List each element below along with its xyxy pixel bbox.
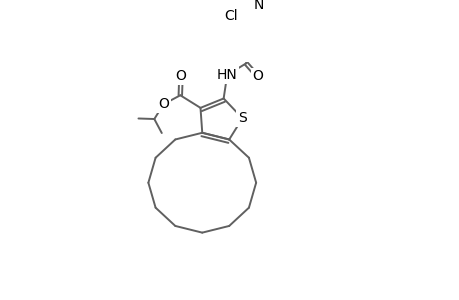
Text: O: O bbox=[175, 69, 186, 83]
Text: Cl: Cl bbox=[224, 9, 237, 23]
Text: O: O bbox=[158, 97, 168, 111]
Text: O: O bbox=[252, 69, 263, 83]
Text: N: N bbox=[253, 0, 263, 12]
Text: HN: HN bbox=[216, 68, 237, 82]
Text: S: S bbox=[238, 111, 246, 125]
